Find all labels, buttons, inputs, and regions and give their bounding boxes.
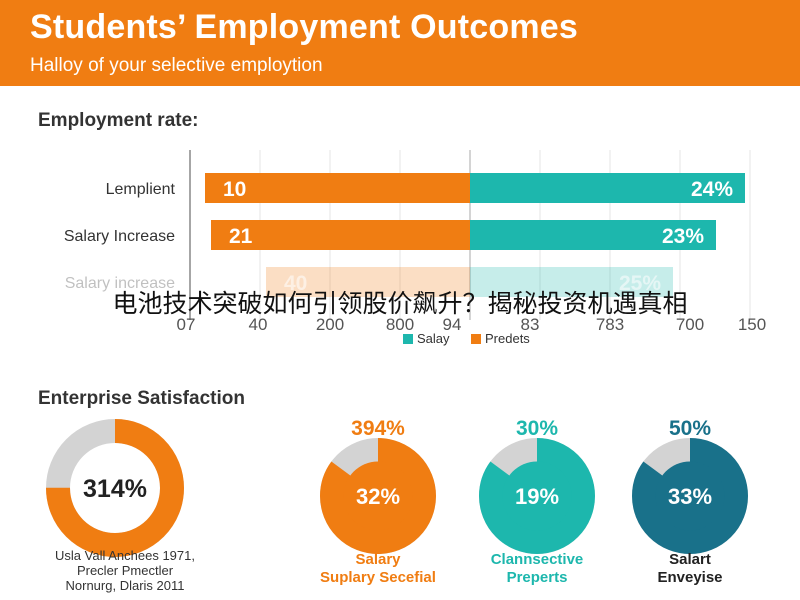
bar-label-salay-2: 25% [619,272,661,295]
donut-top-label-3: 50% [669,417,711,440]
donut-top-label-2: 30% [516,417,558,440]
legend-label-salay: Salay [417,331,450,346]
x-tick-label-6: 783 [596,315,624,334]
x-tick-label-3: 800 [386,315,414,334]
donut-bottom-label-3-1: Enveyise [657,569,722,586]
donut-arc-2 [479,438,595,554]
bar-predets-1 [211,220,470,250]
bar-salay-0 [470,173,745,203]
overlay-caption: 电池技术突破如何引领股价飙升？揭秘投资机遇真相 [112,289,688,318]
donut-top-label-1: 394% [351,417,405,440]
x-tick-label-8: 150 [738,315,766,334]
donut-center-label-3: 33% [668,484,712,509]
x-tick-label-5: 83 [521,315,540,334]
employment-bar-chart: Lemplient 10 24% Salary Increase 21 23% Salary… [64,150,766,346]
donut-bottom-label-1-0: Salary [355,551,401,568]
donut-center-2 [502,461,572,531]
donut-center-label-2: 19% [515,484,559,509]
legend-label-predets: Predets [485,331,530,346]
footnote-line-3: Nornurg, Dlaris 2011 [65,578,185,593]
bar-label-predets-0: 10 [223,178,246,201]
donut-center-label-1: 32% [356,484,400,509]
legend-swatch-salay [403,334,413,344]
donut-arc-3 [632,438,748,554]
donut-bottom-label-1-1: Suplary Secefial [320,569,436,586]
bar-salay-2 [470,267,673,297]
x-tick-label-2: 200 [316,315,344,334]
donut-center-label-0: 314% [83,475,147,503]
enterprise-satisfaction-title: Enterprise Satisfaction [38,388,245,409]
donut-arc-1 [320,438,436,554]
donut-bottom-label-2-1: Preperts [507,569,568,586]
legend-swatch-predets [471,334,481,344]
donut-bottom-label-3-0: Salart [669,551,711,568]
bar-predets-0 [205,173,470,203]
footnote-line-1: Usla Vall Anchees 1971, [55,548,195,563]
x-tick-label-4: 94 [443,315,462,334]
donut-arc-0 [46,419,184,557]
donut-bottom-label-2-0: Clannsective [491,551,584,568]
header-banner: Students’ Employment Outcomes Halloy of … [0,0,800,86]
category-label-2: Salary increase [65,275,175,292]
x-tick-label-0: 07 [177,315,196,334]
page-title: Students’ Employment Outcomes [30,8,579,46]
bar-label-predets-2: 40 [284,272,307,295]
donut-center-1 [343,461,413,531]
employment-rate-title: Employment rate: [38,110,199,131]
category-label-1: Salary Increase [64,228,175,245]
bar-label-predets-1: 21 [229,225,253,248]
page-subtitle: Halloy of your selective employtion [30,55,323,76]
bar-predets-2 [266,267,470,297]
category-label-0: Lemplient [106,181,176,198]
bar-label-salay-0: 24% [691,178,733,201]
bar-salay-1 [470,220,716,250]
x-tick-label-1: 40 [249,315,268,334]
x-tick-label-7: 700 [676,315,704,334]
footnote-line-2: Precler Pmectler [76,563,174,578]
donut-center-3 [655,461,725,531]
bar-label-salay-1: 23% [662,225,704,248]
